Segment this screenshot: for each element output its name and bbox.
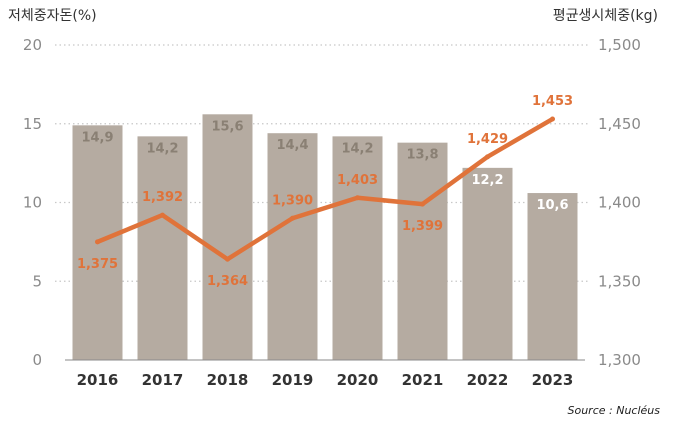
bar-2018 — [202, 114, 253, 360]
bar-2017 — [137, 136, 188, 360]
data-labels: 14,9 14,2 15,6 14,4 14,2 13,8 12,2 10,6 1,375 1,3… — [77, 94, 573, 289]
line-value-label: 1,364 — [207, 274, 248, 289]
left-tick-label: 10 — [23, 194, 42, 212]
right-tick-label: 1,450 — [598, 115, 641, 133]
left-tick-label: 20 — [23, 36, 42, 54]
bar-value-label: 14,4 — [276, 138, 308, 153]
bar-value-label: 14,2 — [341, 141, 373, 156]
bar-2022 — [462, 167, 513, 360]
line-point-2019 — [290, 215, 295, 221]
line-value-label: 1,399 — [402, 219, 443, 234]
right-tick-label: 1,350 — [598, 272, 641, 290]
x-tick-label: 2018 — [207, 371, 249, 389]
line-value-label: 1,429 — [467, 132, 508, 147]
bar-value-label: 13,8 — [406, 148, 438, 163]
bar-2020 — [332, 136, 383, 360]
left-tick-label: 0 — [32, 351, 42, 369]
line-point-2017 — [160, 212, 165, 218]
x-tick-label: 2020 — [337, 371, 379, 389]
line-point-2022 — [485, 154, 490, 160]
x-tick-label: 2019 — [272, 371, 314, 389]
line-value-label: 1,453 — [532, 94, 573, 109]
x-tick-label: 2022 — [467, 371, 509, 389]
line-point-2018 — [225, 256, 230, 262]
line-value-label: 1,403 — [337, 173, 378, 188]
line-value-label: 1,375 — [77, 257, 118, 272]
x-tick-label: 2016 — [77, 371, 119, 389]
line-path — [95, 116, 555, 262]
bar-2019 — [267, 133, 318, 360]
left-tick-label: 5 — [32, 272, 42, 290]
bar-value-label: 14,9 — [81, 130, 113, 145]
axes: 0 5 10 15 20 1,300 1,350 1,400 1,450 1,500 2016 201… — [23, 36, 641, 389]
line-point-2020 — [355, 195, 360, 201]
bar-2023 — [527, 193, 578, 360]
x-tick-label: 2021 — [402, 371, 444, 389]
left-axis-title: 저체중자돈(%) — [8, 8, 97, 24]
x-tick-label: 2017 — [142, 371, 184, 389]
line-value-label: 1,390 — [272, 193, 313, 208]
line-point-2023 — [550, 116, 555, 122]
line-series — [95, 116, 555, 262]
bar-value-label: 15,6 — [211, 119, 243, 134]
bar-value-label: 10,6 — [536, 198, 568, 213]
right-tick-label: 1,300 — [598, 351, 641, 369]
bars — [72, 114, 578, 360]
right-tick-label: 1,400 — [598, 194, 641, 212]
bar-value-label: 12,2 — [471, 173, 503, 188]
source-note: Source : Nucléus — [568, 404, 661, 417]
left-tick-label: 15 — [23, 115, 42, 133]
bar-2021 — [397, 142, 448, 360]
line-value-label: 1,392 — [142, 190, 183, 205]
line-point-2021 — [420, 201, 425, 207]
line-point-2016 — [95, 239, 100, 245]
right-axis-title: 평균생시체중(kg) — [553, 8, 658, 24]
bar-value-label: 14,2 — [146, 141, 178, 156]
x-tick-label: 2023 — [532, 371, 574, 389]
right-tick-label: 1,500 — [598, 36, 641, 54]
